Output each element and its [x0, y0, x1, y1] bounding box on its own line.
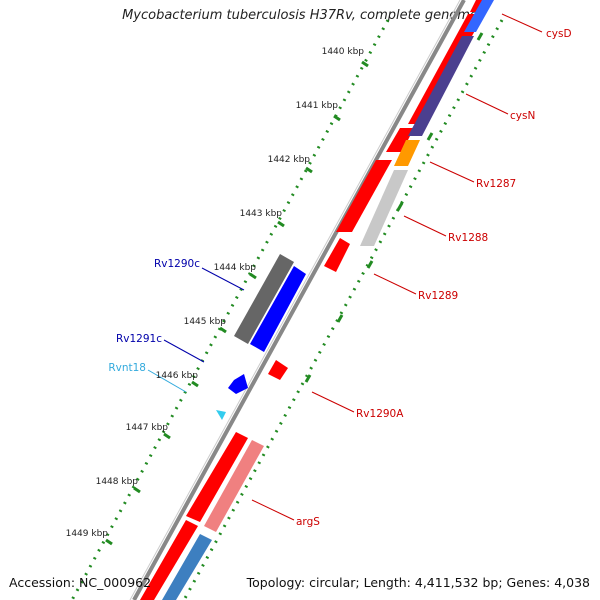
gc-guide-line-inner	[182, 19, 504, 600]
label-Rv1289[interactable]: Rv1289	[418, 290, 458, 302]
accession-text: Accession: NC_000962	[9, 575, 152, 590]
gc-skew-ticks	[304, 32, 484, 383]
label-cysN[interactable]: cysN	[510, 110, 535, 122]
feature-argS[interactable]	[186, 432, 248, 522]
label-Rvnt18[interactable]: Rvnt18	[108, 362, 146, 374]
tick-labels: 1440 kbp 1441 kbp 1442 kbp 1443 kbp 1444…	[66, 47, 365, 539]
label-Rv1290A[interactable]: Rv1290A	[356, 408, 404, 420]
tick-label: 1442 kbp	[268, 155, 311, 165]
label-argS[interactable]: argS	[296, 516, 320, 528]
feature-Rv1290A[interactable]	[268, 360, 288, 380]
label-Rv1287[interactable]: Rv1287	[476, 178, 516, 190]
label-Rv1291c[interactable]: Rv1291c	[116, 333, 162, 345]
feature-cysN-secondary[interactable]	[408, 36, 474, 136]
feature-Rv1291c[interactable]	[250, 266, 306, 352]
feature-argS-secondary[interactable]	[204, 440, 264, 532]
label-cysD[interactable]: cysD	[546, 28, 572, 40]
feature-argS-secondary-2[interactable]	[162, 534, 212, 600]
feature-Rvnt18[interactable]	[216, 410, 226, 420]
connector-Rv1290A	[311, 391, 355, 413]
tick-label: 1445 kbp	[184, 317, 227, 327]
feature-Rv1289[interactable]	[324, 238, 350, 272]
tick-label: 1440 kbp	[322, 47, 365, 57]
label-Rv1290c[interactable]: Rv1290c	[154, 258, 200, 270]
axis-ticks	[105, 60, 369, 546]
connector-Rv1288	[403, 215, 447, 237]
secondary-features	[162, 0, 494, 600]
connector-Rvnt18	[147, 369, 187, 393]
tick-label: 1441 kbp	[296, 101, 339, 111]
connector-Rv1287	[429, 161, 475, 183]
connector-Rv1291c	[163, 339, 205, 363]
label-Rv1288[interactable]: Rv1288	[448, 232, 488, 244]
tick-label: 1444 kbp	[214, 263, 257, 273]
connector-Rv1289	[373, 273, 417, 295]
feature-Rv1291c-arrow[interactable]	[228, 374, 248, 394]
tick-label: 1446 kbp	[156, 371, 199, 381]
connector-argS	[251, 499, 295, 521]
feature-argS-continued[interactable]	[140, 520, 198, 600]
tick-label: 1448 kbp	[96, 477, 139, 487]
gc-guide-line-outer	[70, 19, 390, 600]
feature-Rv1288-secondary[interactable]	[360, 170, 408, 246]
connector-cysN	[465, 93, 509, 115]
connector-Rv1290c	[201, 267, 245, 291]
feature-Rv1290c[interactable]	[234, 254, 294, 344]
genome-backbone	[132, 0, 466, 600]
tick-label: 1443 kbp	[240, 209, 283, 219]
feature-Rv1287-secondary[interactable]	[394, 140, 420, 166]
tick-label: 1449 kbp	[66, 529, 109, 539]
genome-title: Mycobacterium tuberculosis H37Rv, comple…	[122, 8, 478, 23]
genome-summary-text: Topology: circular; Length: 4,411,532 bp…	[246, 575, 590, 590]
genome-backbone-shadow	[129, 0, 461, 600]
reverse-features	[216, 254, 306, 420]
label-connectors	[147, 13, 543, 521]
connector-cysD	[501, 13, 543, 33]
feature-labels: cysD cysN Rv1287 Rv1288 Rv1289 Rv1290A a…	[108, 28, 571, 528]
feature-cysD-reverse[interactable]	[464, 0, 494, 32]
feature-Rv1288[interactable]	[336, 160, 392, 232]
feature-Rv1287[interactable]	[386, 128, 414, 152]
tick-label: 1447 kbp	[126, 423, 169, 433]
